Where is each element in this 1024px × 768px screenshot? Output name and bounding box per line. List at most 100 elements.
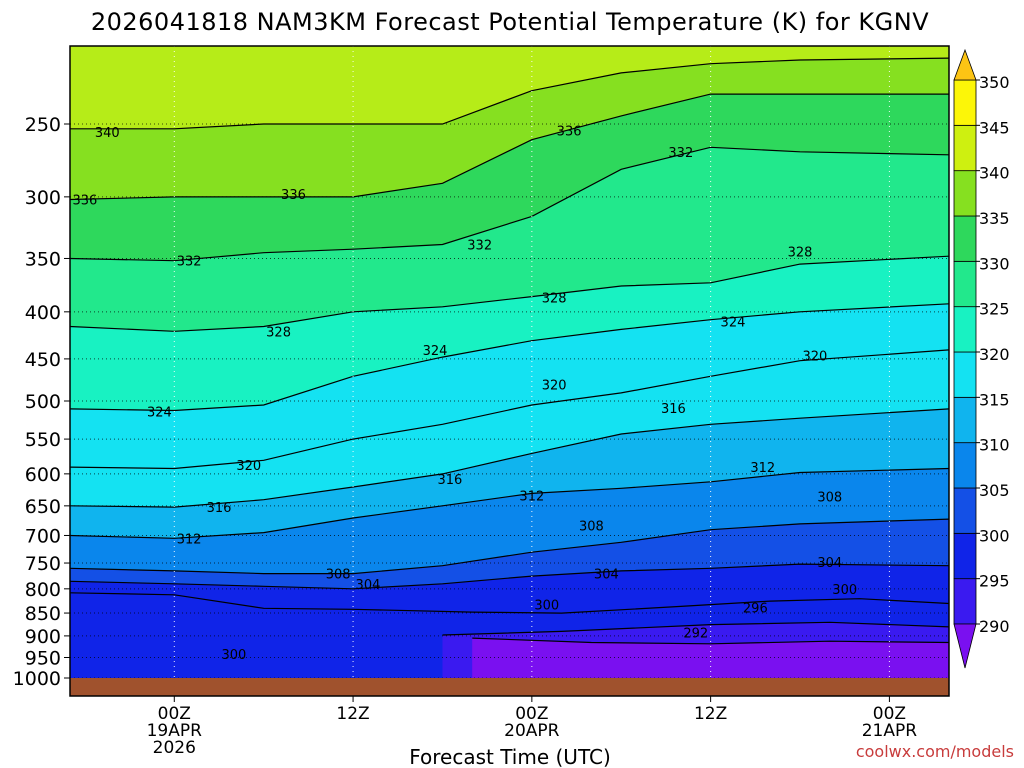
contour-label-324: 324 bbox=[147, 405, 172, 420]
source-credit: coolwx.com/models bbox=[856, 742, 1014, 761]
colorbar-high-cap bbox=[953, 48, 977, 81]
contour-320 bbox=[70, 349, 949, 470]
colorbar-label-335: 335 bbox=[979, 209, 1010, 228]
x-tick-label-0-2: 2026 bbox=[153, 738, 196, 758]
x-axis-label: Forecast Time (UTC) bbox=[409, 745, 611, 768]
colorbar-label-295: 295 bbox=[979, 572, 1010, 591]
colorbar-label-320: 320 bbox=[979, 345, 1010, 364]
colorbar-segment-325 bbox=[953, 260, 977, 308]
plot-area: 340 336 336 336 332 332 332 328 328 328 324 324 324 3… bbox=[70, 46, 949, 696]
contour-label-300: 300 bbox=[221, 648, 246, 663]
grid-lines bbox=[70, 46, 949, 696]
plot-frame bbox=[69, 45, 950, 697]
contour-340 bbox=[70, 57, 949, 130]
contour-label-300: 300 bbox=[832, 583, 857, 598]
contour-label-308: 308 bbox=[817, 491, 842, 506]
contour-label-324: 324 bbox=[423, 344, 448, 359]
contour-312 bbox=[70, 467, 949, 539]
colorbar-segment-310 bbox=[953, 396, 977, 444]
colorbar-segment-315 bbox=[953, 351, 977, 398]
colorbar-label-290: 290 bbox=[979, 617, 1010, 636]
contour-label-324: 324 bbox=[721, 316, 746, 331]
colorbar-segment-320 bbox=[953, 306, 977, 353]
colorbar-label-310: 310 bbox=[979, 436, 1010, 455]
contour-316 bbox=[70, 408, 949, 508]
contour-label-336: 336 bbox=[557, 124, 582, 139]
contour-label-312: 312 bbox=[750, 461, 775, 476]
x-tick-label-24-1: 20APR bbox=[504, 721, 560, 741]
colorbar-low-cap bbox=[953, 623, 977, 669]
chart-title: 2026041818 NAM3KM Forecast Potential Tem… bbox=[91, 8, 929, 36]
y-tick-label-750: 750 bbox=[25, 553, 61, 575]
x-tick-label-36-0: 12Z bbox=[694, 704, 727, 724]
contour-label-328: 328 bbox=[788, 246, 813, 261]
contour-label-320: 320 bbox=[803, 349, 828, 364]
colorbar-label-350: 350 bbox=[979, 73, 1010, 92]
colorbar-segment-305 bbox=[953, 442, 977, 489]
colorbar-segment-340 bbox=[953, 124, 977, 172]
contour-label-332: 332 bbox=[668, 146, 693, 161]
y-tick-label-300: 300 bbox=[25, 187, 61, 209]
contour-label-340: 340 bbox=[95, 126, 120, 141]
colorbar-label-330: 330 bbox=[979, 254, 1010, 273]
y-tick-label-950: 950 bbox=[25, 648, 61, 670]
y-tick-label-700: 700 bbox=[25, 525, 61, 547]
y-tick-label-600: 600 bbox=[25, 464, 61, 486]
x-tick-label-48-1: 21APR bbox=[862, 721, 918, 741]
contour-label-316: 316 bbox=[207, 501, 232, 516]
contour-label-320: 320 bbox=[542, 379, 567, 394]
x-tick-label-48-0: 00Z bbox=[873, 704, 906, 724]
contour-label-332: 332 bbox=[467, 239, 492, 254]
colorbar-label-305: 305 bbox=[979, 481, 1010, 500]
x-tick-label-0-1: 19APR bbox=[147, 721, 203, 741]
x-tick-label-12-0: 12Z bbox=[336, 704, 369, 724]
contour-label-332: 332 bbox=[177, 255, 202, 270]
contour-label-304: 304 bbox=[356, 578, 381, 593]
contour-label-316: 316 bbox=[661, 402, 686, 417]
y-tick-label-400: 400 bbox=[25, 302, 61, 324]
colorbar: 290 295 300 305 310 315 320 325 330 335 340 345 350 bbox=[953, 48, 1010, 669]
contour-label-304: 304 bbox=[817, 556, 842, 571]
y-tick-label-650: 650 bbox=[25, 496, 61, 518]
y-tick-label-350: 350 bbox=[25, 248, 61, 270]
y-tick-label-850: 850 bbox=[25, 603, 61, 625]
y-tick-label-450: 450 bbox=[25, 349, 61, 371]
colorbar-segment-330 bbox=[953, 215, 977, 262]
contour-296 bbox=[442, 621, 949, 636]
contour-label-336: 336 bbox=[281, 188, 306, 203]
contour-label-312: 312 bbox=[519, 489, 544, 504]
contour-label-316: 316 bbox=[437, 473, 462, 488]
contour-336 bbox=[70, 93, 949, 201]
colorbar-segment-300 bbox=[953, 487, 977, 534]
contour-292 bbox=[472, 637, 949, 645]
y-tick-label-250: 250 bbox=[25, 114, 61, 136]
colorbar-segment-335 bbox=[953, 170, 977, 217]
contour-label-292: 292 bbox=[683, 626, 708, 641]
contour-304 bbox=[70, 563, 949, 590]
colorbar-label-300: 300 bbox=[979, 526, 1010, 545]
x-tick-label-0-0: 00Z bbox=[158, 704, 191, 724]
contour-labels: 340 336 336 336 332 332 332 328 328 328 324 324 324 3… bbox=[72, 124, 857, 663]
contour-label-320: 320 bbox=[236, 459, 261, 474]
contour-label-328: 328 bbox=[542, 292, 567, 307]
contour-label-308: 308 bbox=[579, 520, 604, 535]
y-tick-label-550: 550 bbox=[25, 429, 61, 451]
contour-label-304: 304 bbox=[594, 568, 619, 583]
y-tick-label-1000: 1000 bbox=[13, 668, 61, 690]
colorbar-label-315: 315 bbox=[979, 390, 1010, 409]
contour-328 bbox=[70, 255, 949, 332]
contour-label-336: 336 bbox=[72, 194, 97, 209]
y-tick-label-900: 900 bbox=[25, 626, 61, 648]
contour-332 bbox=[70, 146, 949, 262]
colorbar-label-345: 345 bbox=[979, 118, 1010, 137]
y-tick-label-500: 500 bbox=[25, 391, 61, 413]
y-tick-label-800: 800 bbox=[25, 579, 61, 601]
colorbar-segment-345 bbox=[953, 79, 977, 126]
ground-surface bbox=[70, 678, 949, 696]
colorbar-label-340: 340 bbox=[979, 164, 1010, 183]
contour-label-312: 312 bbox=[177, 532, 202, 547]
contour-label-328: 328 bbox=[266, 325, 291, 340]
